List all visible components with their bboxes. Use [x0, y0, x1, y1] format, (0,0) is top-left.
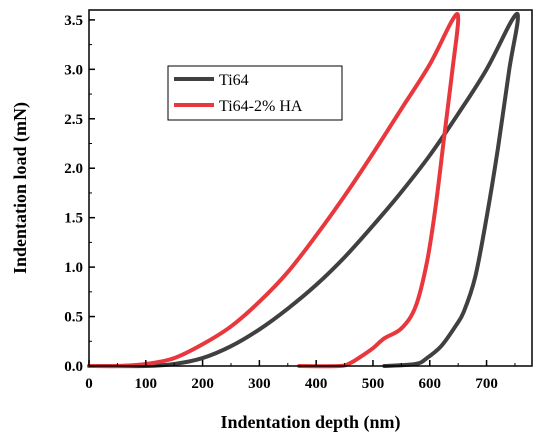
y-tick-label: 2.5 — [64, 112, 83, 128]
x-tick-label: 400 — [305, 376, 328, 392]
plot-frame — [88, 9, 533, 367]
x-tick-label: 500 — [362, 376, 385, 392]
y-tick-label: 1.5 — [64, 211, 83, 227]
x-axis-title: Indentation depth (nm) — [220, 412, 400, 433]
y-tick-label: 1.0 — [64, 260, 83, 276]
y-tick-label: 3.0 — [64, 62, 83, 78]
x-tick-label: 0 — [85, 376, 93, 392]
x-tick-label: 300 — [248, 376, 271, 392]
x-tick-label: 700 — [475, 376, 498, 392]
ticks-layer: 0 100 200 300 400 500 600 700 0.0 0.5 1.0 1.5 2.0 2.5… — [64, 13, 516, 392]
y-tick-label: 0.0 — [64, 359, 83, 375]
y-tick-label: 3.5 — [64, 13, 83, 29]
y-axis-title: Indentation load (mN) — [10, 102, 31, 274]
x-tick-label: 200 — [191, 376, 214, 392]
legend-box — [167, 65, 343, 121]
curves-layer — [87, 11, 520, 369]
x-tick-label: 600 — [419, 376, 442, 392]
legend-label-ti64: Ti64 — [219, 72, 249, 89]
series-line-ti64 — [87, 11, 520, 369]
y-tick-label: 0.5 — [64, 310, 83, 326]
legend: Ti64 Ti64-2% HA — [167, 65, 343, 121]
series-line-ti64-ha — [87, 12, 461, 369]
y-tick-label: 2.0 — [64, 161, 83, 177]
x-tick-label: 100 — [135, 376, 158, 392]
legend-label-ti64-ha: Ti64-2% HA — [219, 98, 303, 115]
